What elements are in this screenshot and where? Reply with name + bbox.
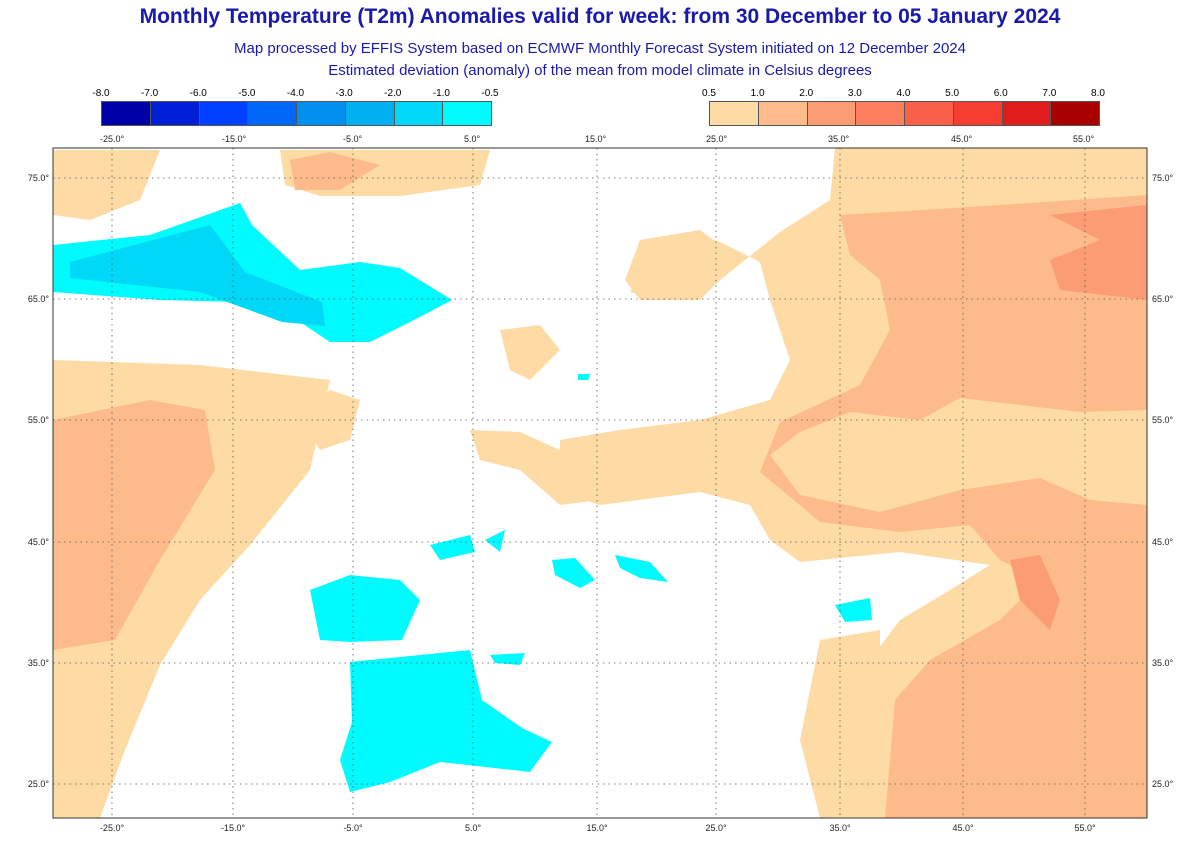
cold-anomaly-colorbar [101,101,492,126]
warm-region-levant [800,630,880,818]
colorbar-tick-label: 8.0 [1091,88,1105,99]
cold-region-france [430,535,475,560]
warm-region-russia [760,195,1147,818]
colorbar-swatch [1002,102,1052,125]
colorbar-lon-label: 25.0° [706,134,728,144]
cold-region-algeria [490,653,525,665]
warm-anomaly-colorbar [709,101,1100,126]
colorbar-lon-label: -5.0° [343,134,363,144]
colorbar-lon-label: 5.0° [464,134,481,144]
cold-region-balkans [615,555,668,582]
colorbar-tick-label: 5.0 [945,88,960,99]
latitude-label: 75.0° [1152,173,1174,183]
cold-region-sweden [578,374,590,380]
cold-region-iberia [310,575,420,642]
cold-region-alps [485,530,505,552]
colorbar-swatch [807,102,857,125]
warm-region-north-atlantic-core [290,152,380,190]
warm-region-atlantic-core [53,400,215,650]
longitude-label: 25.0° [705,823,727,833]
latitude-label: 45.0° [28,537,50,547]
colorbar-swatch [297,102,346,125]
colorbar-tick-label: -8.0 [92,88,110,99]
colorbar-tick-label: -7.0 [141,88,159,99]
latitude-label: 55.0° [28,415,50,425]
longitude-label: 35.0° [829,823,851,833]
longitude-label: 45.0° [952,823,974,833]
longitude-label: 5.0° [465,823,482,833]
cold-region-iceland-sea-core [70,225,325,326]
cold-region-iceland-sea [53,203,452,342]
colorbar-lon-label: 45.0° [951,134,973,144]
colorbar-tick-label: -0.5 [481,88,499,99]
colorbar-swatch [199,102,249,125]
warm-region-finland [625,230,740,300]
colorbar-swatch [1051,102,1099,125]
colorbar-swatch [953,102,1003,125]
latitude-label: 35.0° [28,658,50,668]
colorbar-tick-label: -2.0 [384,88,402,99]
latitude-label: 45.0° [1152,537,1174,547]
cold-region-italy [552,558,595,588]
warm-region-central-europe [470,430,600,505]
map-title: Monthly Temperature (T2m) Anomalies vali… [139,5,1061,28]
latitude-label: 35.0° [1152,658,1174,668]
latitude-label: 65.0° [1152,294,1174,304]
latitude-label: 55.0° [1152,415,1174,425]
latitude-label: 65.0° [28,294,50,304]
colorbar-tick-label: -4.0 [286,88,305,99]
warm-region-caucasus [1010,555,1060,630]
colorbar-swatch [856,102,905,125]
longitude-label: -25.0° [100,823,125,833]
colorbar-tick-label: -3.0 [335,88,353,99]
longitude-label: 55.0° [1074,823,1096,833]
colorbar-lon-label: -25.0° [100,134,125,144]
longitude-label: 15.0° [586,823,608,833]
colorbar-tick-label: 7.0 [1042,88,1057,99]
map-subtitle: Map processed by EFFIS System based on E… [234,40,966,57]
colorbar-swatch [248,102,297,125]
colorbar-swatch [758,102,808,125]
colorbar-swatch [102,102,151,125]
longitude-label: -5.0° [343,823,363,833]
cold-region-turkey [835,598,872,622]
warm-region-core [1050,205,1147,300]
colorbar-swatch [394,102,444,125]
latitude-label: 25.0° [1152,779,1174,789]
colorbar-tick-label: -5.0 [238,88,256,99]
colorbar-lon-label: 55.0° [1073,134,1095,144]
map-description: Estimated deviation (anomaly) of the mea… [328,62,872,79]
warm-region-greenland [53,150,160,220]
cold-region-north-africa [340,650,552,792]
colorbar-tick-label: 1.0 [750,88,765,99]
latitude-label: 25.0° [28,779,50,789]
latitude-label: 75.0° [28,173,50,183]
colorbar-swatch [905,102,954,125]
colorbar-swatch [710,102,759,125]
colorbar-swatch [443,102,491,125]
colorbar-tick-label: -1.0 [432,88,450,99]
colorbar-tick-label: 3.0 [847,88,862,99]
colorbar-tick-label: 6.0 [993,88,1008,99]
warm-region-uk [300,390,360,450]
colorbar-swatch [150,102,200,125]
colorbar-lon-label: -15.0° [222,134,247,144]
colorbar-tick-label: -6.0 [189,88,207,99]
colorbar-swatch [345,102,395,125]
colorbar-tick-label: 4.0 [896,88,911,99]
colorbar-tick-label: 0.5 [702,88,716,99]
colorbar-lon-label: 35.0° [828,134,850,144]
warm-region-scandinavia [500,325,560,380]
longitude-label: -15.0° [221,823,246,833]
colorbar-lon-label: 15.0° [585,134,607,144]
colorbar-tick-label: 2.0 [799,88,814,99]
